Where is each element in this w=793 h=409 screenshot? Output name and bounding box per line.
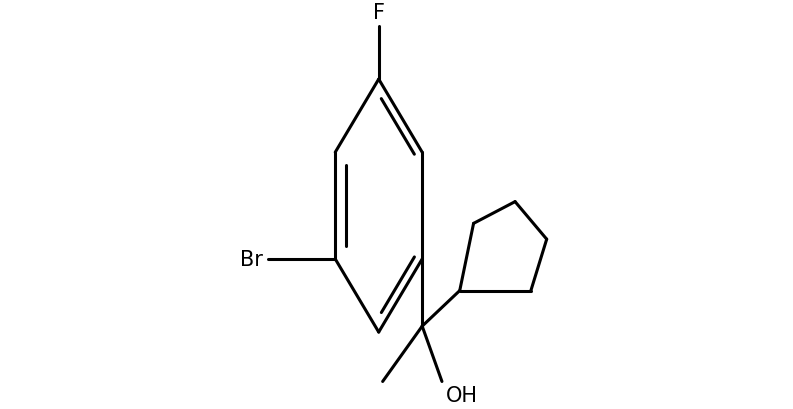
Text: OH: OH (446, 385, 478, 405)
Text: Br: Br (240, 249, 263, 269)
Text: F: F (373, 3, 385, 23)
